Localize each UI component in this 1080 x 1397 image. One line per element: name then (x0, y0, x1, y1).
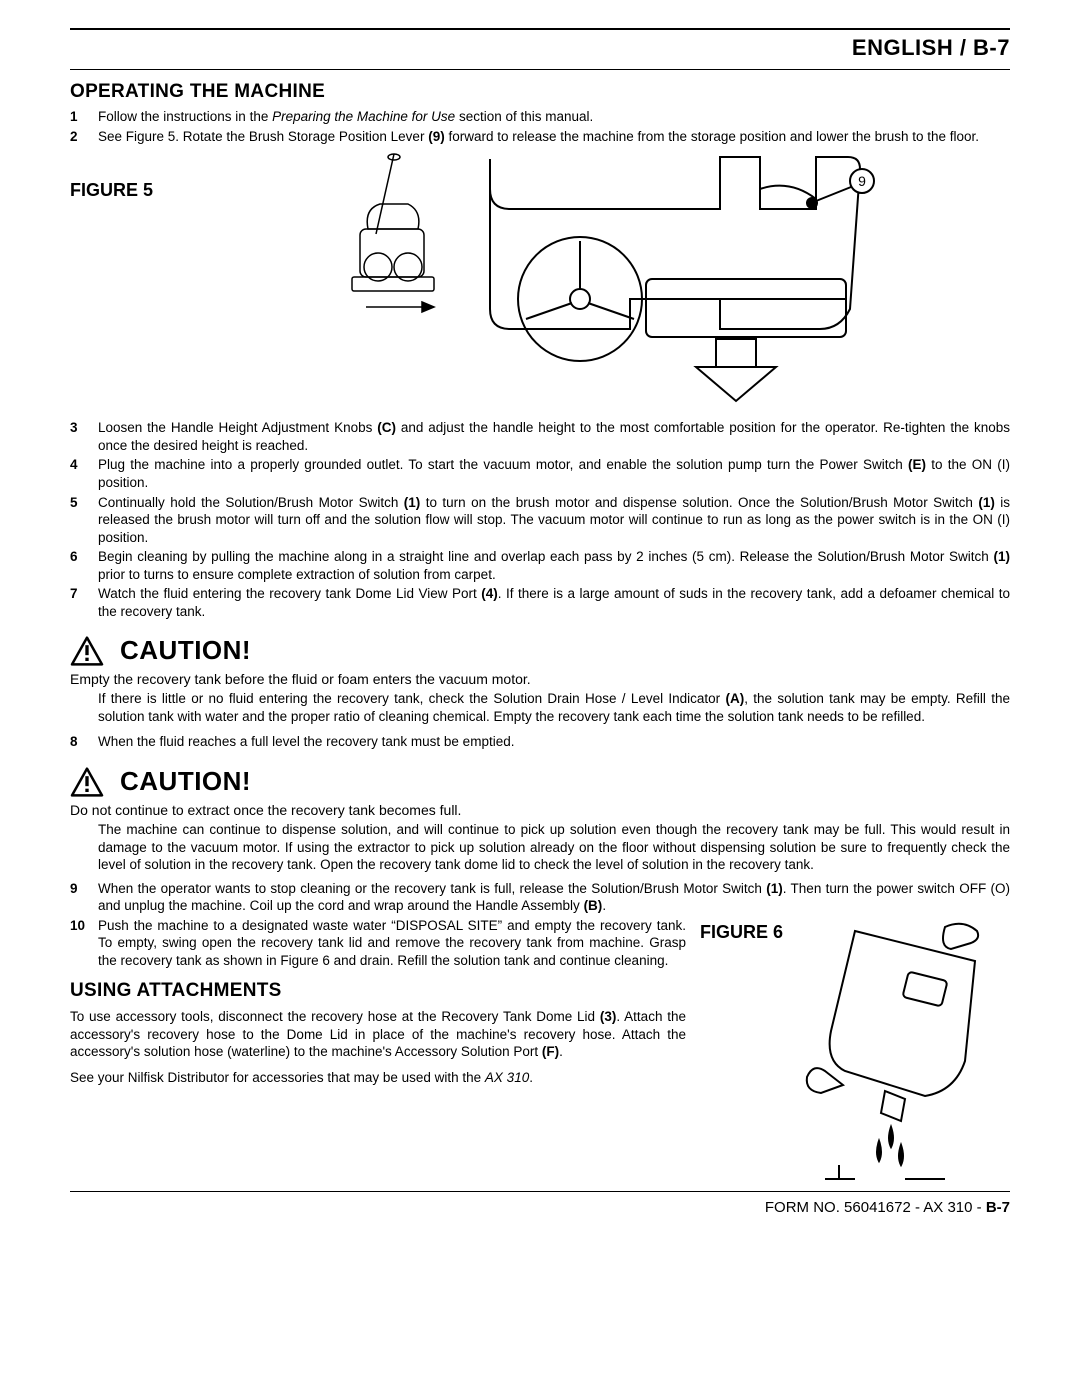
instruction-list-mid: 3 Loosen the Handle Height Adjustment Kn… (70, 419, 1010, 620)
figure-5-large-machine-icon: 9 (460, 149, 880, 409)
caution-2-leadline: Do not continue to extract once the reco… (70, 801, 1010, 819)
footer-page: B-7 (986, 1199, 1010, 1216)
figure-5-row: FIGURE 5 (70, 149, 1010, 409)
instruction-list-9: 9 When the operator wants to stop cleani… (70, 880, 1010, 915)
figure-5-small-machine-icon (330, 149, 460, 329)
footer: FORM NO. 56041672 - AX 310 - B-7 (70, 1198, 1010, 1218)
step-7: 7 Watch the fluid entering the recovery … (70, 585, 1010, 620)
caution-1-leadline: Empty the recovery tank before the fluid… (70, 670, 1010, 688)
step-10: 10 Push the machine to a designated wast… (70, 917, 686, 970)
step-text: Follow the instructions in the Preparing… (98, 108, 1010, 126)
step-num: 5 (70, 494, 98, 512)
step-text: Continually hold the Solution/Brush Moto… (98, 494, 1010, 547)
t: (1) (994, 549, 1011, 564)
step-num: 6 (70, 548, 98, 566)
step-num: 7 (70, 585, 98, 603)
t: . (602, 898, 606, 913)
t: (1) (766, 881, 783, 896)
step-text: See Figure 5. Rotate the Brush Storage P… (98, 128, 1010, 146)
step-num: 4 (70, 456, 98, 474)
step-6: 6 Begin cleaning by pulling the machine … (70, 548, 1010, 583)
step-text: When the operator wants to stop cleaning… (98, 880, 1010, 915)
caution-1-word: CAUTION! (120, 634, 251, 668)
bottom-rule (70, 1191, 1010, 1192)
t: (9) (428, 129, 445, 144)
top-rule (70, 28, 1010, 30)
t: Begin cleaning by pulling the machine al… (98, 549, 994, 564)
t: See Figure 5. Rotate the Brush Storage P… (98, 129, 428, 144)
callout-9-text: 9 (858, 173, 866, 189)
t: Follow the instructions in the (98, 109, 272, 124)
step-num: 2 (70, 128, 98, 146)
step-text: Loosen the Handle Height Adjustment Knob… (98, 419, 1010, 454)
t: (1) (978, 495, 995, 510)
footer-form-no: FORM NO. 56041672 - AX 310 - (765, 1199, 986, 1216)
t: Loosen the Handle Height Adjustment Knob… (98, 420, 377, 435)
step-num: 10 (70, 917, 98, 935)
t: See your Nilfisk Distributor for accesso… (70, 1070, 485, 1085)
figure-6-block: FIGURE 6 (700, 921, 1010, 1191)
step-num: 9 (70, 880, 98, 898)
header-underline (70, 69, 1010, 70)
caution-2-row: CAUTION! (70, 765, 1010, 799)
page-header: ENGLISH / B-7 (70, 34, 1010, 63)
step-8: 8 When the fluid reaches a full level th… (70, 733, 1010, 751)
step-num: 1 (70, 108, 98, 126)
figure-6-label: FIGURE 6 (700, 921, 783, 944)
step-3: 3 Loosen the Handle Height Adjustment Kn… (70, 419, 1010, 454)
t: (E) (908, 457, 926, 472)
t: forward to release the machine from the … (445, 129, 979, 144)
caution-1-row: CAUTION! (70, 634, 1010, 668)
step-text: Begin cleaning by pulling the machine al… (98, 548, 1010, 583)
t: (A) (725, 691, 744, 706)
warning-triangle-icon (70, 636, 104, 666)
caution-2-body: The machine can continue to dispense sol… (98, 821, 1010, 874)
step-1: 1 Follow the instructions in the Prepari… (70, 108, 1010, 126)
figure-6-tank-drain-icon (795, 921, 995, 1191)
t: If there is little or no fluid entering … (98, 691, 725, 706)
t: AX 310 (485, 1070, 529, 1085)
t: . (559, 1044, 563, 1059)
t: When the operator wants to stop cleaning… (98, 881, 766, 896)
t: section of this manual. (455, 109, 593, 124)
caution-1-body: If there is little or no fluid entering … (98, 690, 1010, 725)
t: To use accessory tools, disconnect the r… (70, 1009, 600, 1024)
t: (C) (377, 420, 396, 435)
t: Plug the machine into a properly grounde… (98, 457, 908, 472)
instruction-list-top: 1 Follow the instructions in the Prepari… (70, 108, 1010, 145)
t: Preparing the Machine for Use (272, 109, 455, 124)
t: (3) (600, 1009, 617, 1024)
step-text: When the fluid reaches a full level the … (98, 733, 1010, 751)
t: Watch the fluid entering the recovery ta… (98, 586, 481, 601)
step-num: 3 (70, 419, 98, 437)
t: (B) (584, 898, 603, 913)
t: (F) (542, 1044, 559, 1059)
step-5: 5 Continually hold the Solution/Brush Mo… (70, 494, 1010, 547)
t: (4) (481, 586, 498, 601)
instruction-list-8: 8 When the fluid reaches a full level th… (70, 733, 1010, 751)
t: prior to turns to ensure complete extrac… (98, 567, 496, 582)
t: Continually hold the Solution/Brush Moto… (98, 495, 404, 510)
step-text: Plug the machine into a properly grounde… (98, 456, 1010, 491)
step-text: Push the machine to a designated waste w… (98, 917, 686, 970)
t: . (529, 1070, 533, 1085)
step-4: 4 Plug the machine into a properly groun… (70, 456, 1010, 491)
figure-5-label: FIGURE 5 (70, 179, 180, 202)
step-text: Watch the fluid entering the recovery ta… (98, 585, 1010, 620)
step-2: 2 See Figure 5. Rotate the Brush Storage… (70, 128, 1010, 146)
figure-5-art: 9 (200, 149, 1010, 409)
warning-triangle-icon (70, 767, 104, 797)
t: (1) (404, 495, 421, 510)
section-operating-title: OPERATING THE MACHINE (70, 80, 1010, 105)
step-num: 8 (70, 733, 98, 751)
caution-2-word: CAUTION! (120, 765, 251, 799)
t: to turn on the brush motor and dispense … (420, 495, 978, 510)
step-9: 9 When the operator wants to stop cleani… (70, 880, 1010, 915)
